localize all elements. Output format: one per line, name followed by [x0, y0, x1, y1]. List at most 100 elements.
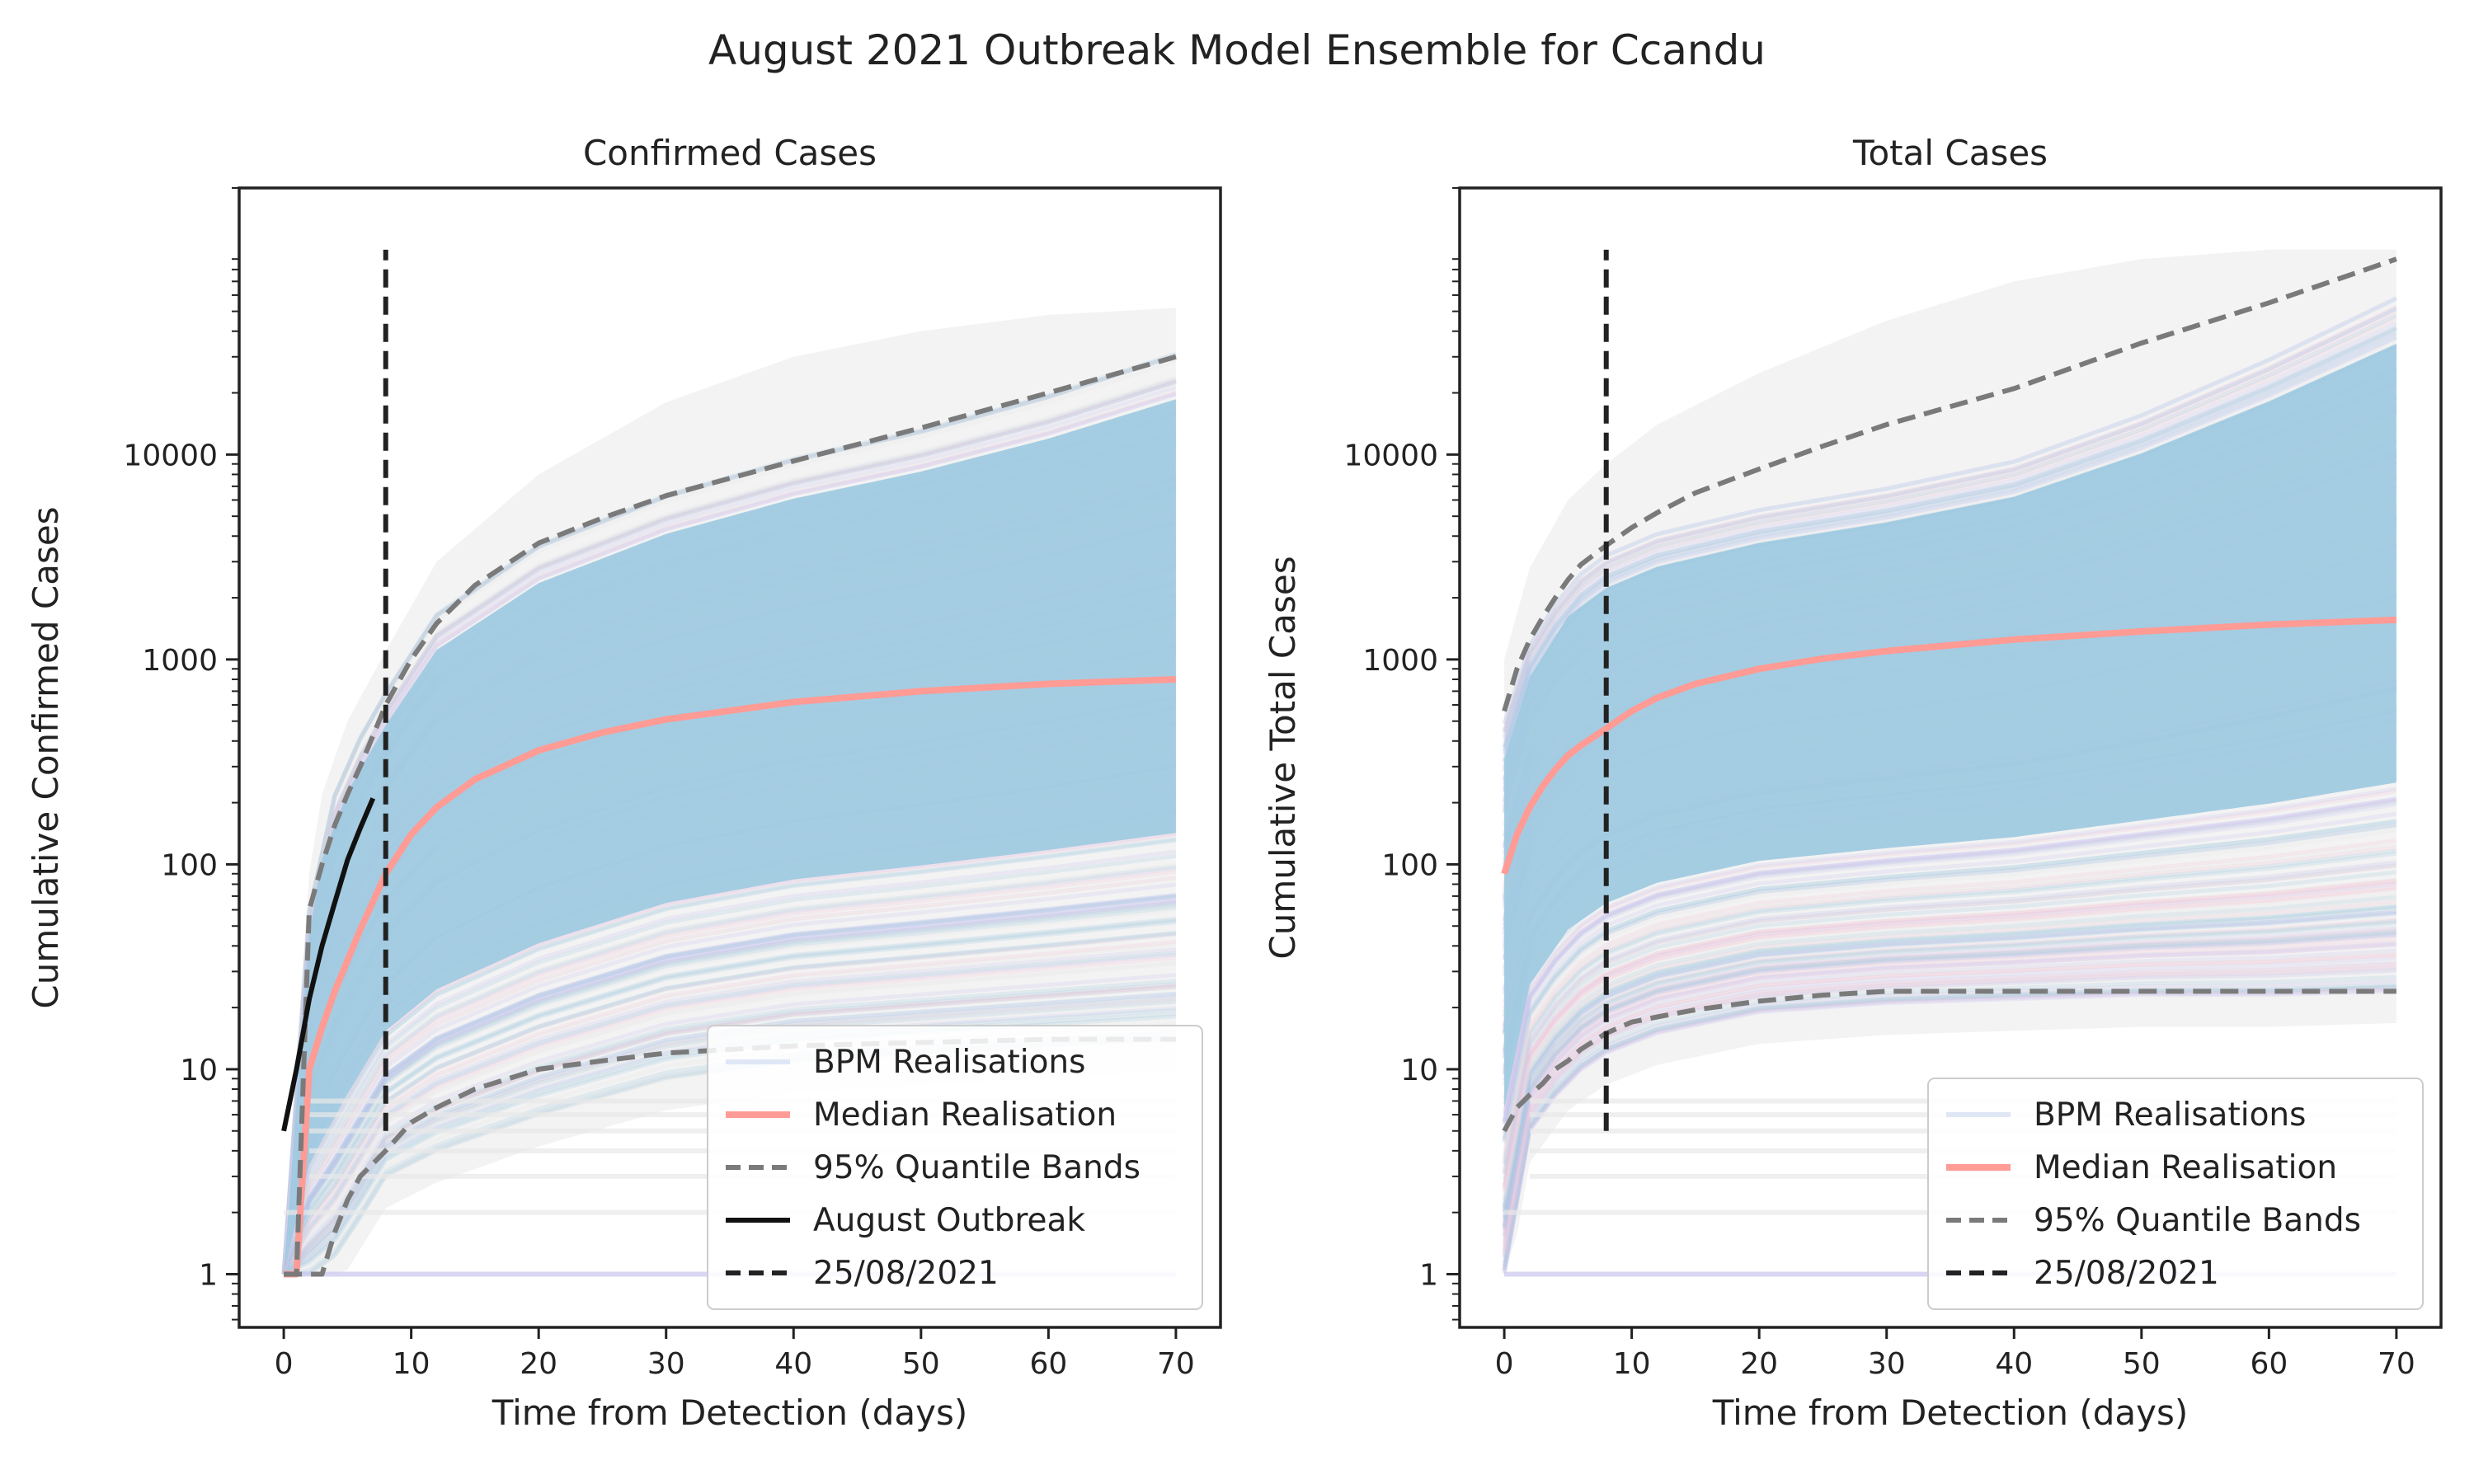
bpm-realisation-line — [1502, 910, 2397, 1213]
bpm-realisation-line — [1502, 307, 2397, 733]
bpm-realisation-line — [281, 892, 1177, 1275]
bpm-realisation-line — [1502, 930, 2397, 1228]
bpm-realisation-line — [281, 354, 1177, 1275]
bpm-realisation-line — [281, 894, 1177, 1275]
bpm-realisation-line — [1502, 895, 2397, 1200]
bpm-realisation-line — [281, 380, 1177, 1275]
bpm-realisation-line — [1502, 885, 2397, 1193]
bpm-realisation-line — [281, 866, 1177, 1275]
bpm-realisation-line — [1502, 862, 2397, 1175]
bpm-realisation-line — [1502, 961, 2397, 1253]
bpm-realisation-line — [1502, 870, 2397, 1181]
axes-frame — [238, 186, 1222, 1329]
bpm-realisation-line — [1502, 920, 2397, 1220]
bpm-realisation-line — [281, 870, 1177, 1275]
bpm-realisation-line — [281, 353, 1177, 1275]
legend-entry: Median Realisation — [813, 1097, 1117, 1134]
bpm-realisation-line — [1502, 909, 2397, 1212]
bpm-realisation-line — [281, 866, 1177, 1275]
bpm-realisation-line — [1502, 851, 2397, 1166]
panel-title: Total Cases — [1852, 133, 2048, 173]
bpm-realisation-line — [281, 951, 1177, 1275]
bpm-realisation-line — [1502, 326, 2397, 749]
x-axis-label: Time from Detection (days) — [492, 1392, 968, 1433]
bpm-realisation-line — [1502, 928, 2397, 1227]
bpm-realisation-line — [281, 392, 1177, 1275]
x-axis-label: Time from Detection (days) — [1712, 1392, 2189, 1433]
bpm-realisation-line — [1502, 297, 2397, 725]
bpm-realisation-line — [1502, 956, 2397, 1249]
bpm-realisation-line — [1502, 296, 2397, 725]
x-tick-label: 50 — [2123, 1347, 2161, 1381]
bpm-realisation-line — [281, 379, 1177, 1275]
plot-area — [281, 249, 1177, 1278]
bpm-realisation-line — [1502, 306, 2397, 733]
bpm-realisation-line — [281, 898, 1177, 1275]
bpm-realisation-line — [1502, 970, 2397, 1259]
bpm-realisation-line — [281, 378, 1177, 1275]
bpm-realisation-line — [1502, 896, 2397, 1201]
x-tick-label: 0 — [275, 1347, 294, 1381]
bpm-realisation-line — [1502, 925, 2397, 1224]
panel-title: Confirmed Cases — [583, 133, 877, 173]
y-axis-label: Cumulative Total Cases — [1263, 556, 1303, 959]
bpm-realisation-line — [1502, 331, 2397, 753]
quantile-band-line — [284, 354, 1177, 1277]
bpm-realisation-line — [1502, 891, 2397, 1197]
bpm-realisation-line — [1502, 860, 2397, 1172]
bpm-realisation-line — [1502, 881, 2397, 1189]
y-tick-label: 100 — [161, 848, 218, 882]
bpm-realisation-line — [1502, 325, 2397, 748]
legend-entry: 25/08/2021 — [2034, 1255, 2219, 1292]
bpm-realisation-line — [281, 862, 1177, 1275]
bpm-realisation-line — [1502, 877, 2397, 1186]
bpm-realisation-line — [1502, 341, 2397, 761]
bpm-realisation-line — [1502, 942, 2397, 1238]
bpm-realisation-line — [281, 930, 1177, 1275]
x-tick-label: 20 — [1740, 1347, 1778, 1381]
bpm-realisation-line — [281, 853, 1177, 1275]
bpm-realisation-line — [1502, 797, 2397, 1123]
legend-entry: Median Realisation — [2034, 1149, 2337, 1186]
bpm-realisation-line — [281, 354, 1177, 1275]
bpm-realisation-line — [1502, 904, 2397, 1208]
bpm-realisation-line — [1502, 911, 2397, 1214]
bpm-realisation-line — [282, 984, 1177, 1276]
bpm-realisation-line — [281, 893, 1177, 1275]
bpm-realisation-line — [281, 864, 1177, 1275]
realisations-core-band — [284, 399, 1176, 1275]
bpm-realisation-line — [1502, 304, 2397, 731]
bpm-realisation-line — [281, 961, 1177, 1275]
x-tick-label: 50 — [902, 1347, 940, 1381]
august-outbreak-line — [281, 797, 376, 1132]
bpm-realisation-line — [1502, 879, 2397, 1187]
legend-entry: BPM Realisations — [2034, 1097, 2306, 1134]
bpm-realisation-line — [281, 832, 1177, 1275]
bpm-realisation-line — [1502, 927, 2397, 1226]
bpm-realisation-line — [281, 849, 1177, 1275]
bpm-realisation-line — [1502, 802, 2397, 1126]
bpm-realisation-line — [1502, 336, 2397, 756]
bpm-realisation-line — [1502, 316, 2397, 740]
bpm-realisation-line — [1502, 313, 2397, 739]
x-tick-label: 40 — [774, 1347, 812, 1381]
bpm-realisation-line — [1502, 819, 2397, 1139]
x-tick-label: 70 — [1157, 1347, 1195, 1381]
bpm-realisation-line — [1502, 917, 2397, 1218]
bpm-realisation-line — [281, 919, 1177, 1275]
bpm-realisation-line — [281, 389, 1177, 1275]
bpm-realisation-line — [281, 900, 1177, 1275]
median-realisation-line — [284, 676, 1177, 1278]
legend: BPM Realisations Median Realisation 95% Qu… — [1927, 1078, 2424, 1310]
y-tick-label: 1000 — [1362, 644, 1438, 678]
bpm-realisation-line — [281, 895, 1177, 1275]
x-tick-label: 10 — [393, 1347, 430, 1381]
bpm-realisation-line — [1502, 942, 2397, 1237]
bpm-realisation-line — [1502, 326, 2397, 749]
bpm-realisation-line — [1502, 900, 2397, 1205]
quantile-band-line — [1502, 256, 2397, 712]
bpm-realisation-line — [281, 947, 1177, 1275]
bpm-realisation-line — [1502, 932, 2397, 1230]
bpm-realisation-line — [281, 960, 1177, 1275]
